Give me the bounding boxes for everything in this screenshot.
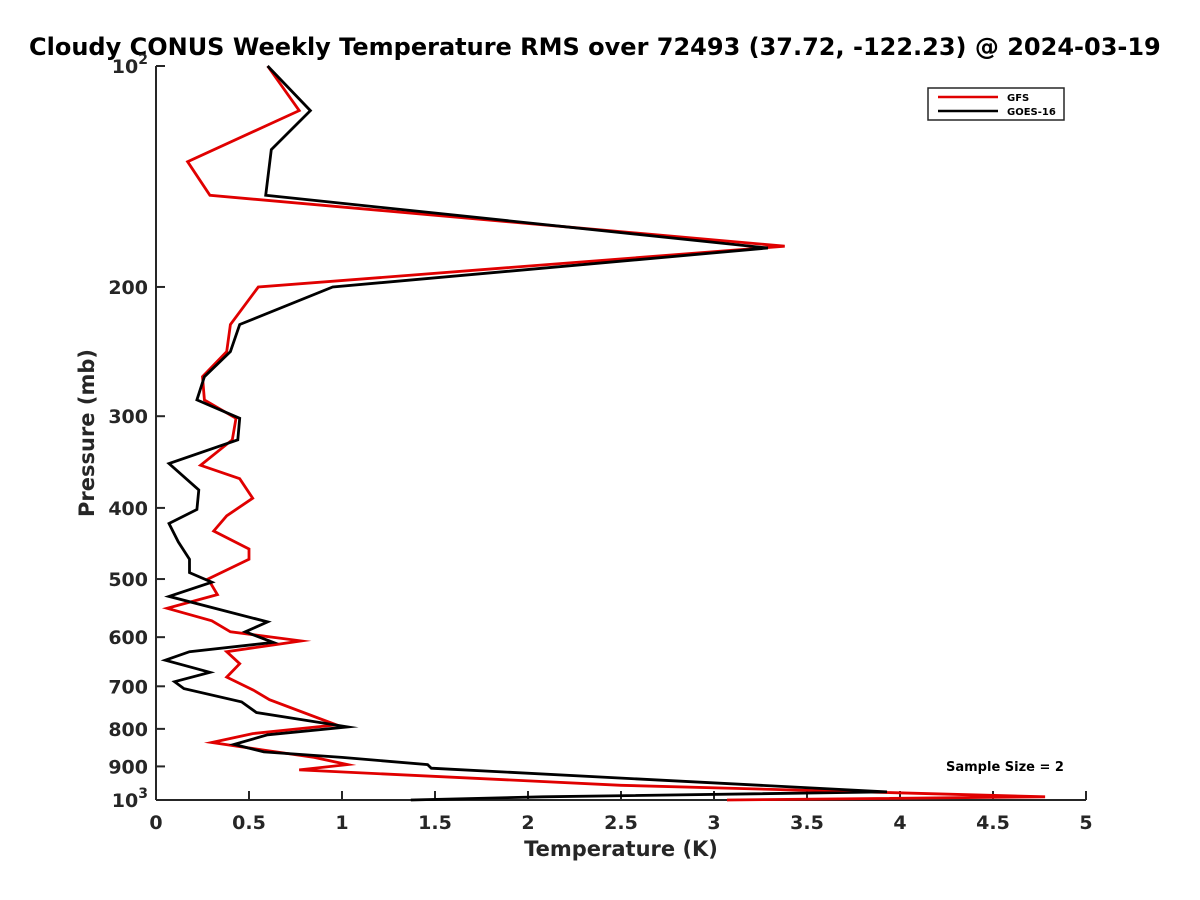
sample-size-annotation: Sample Size = 2 <box>946 760 1064 775</box>
y-tick-label: 800 <box>108 719 148 741</box>
y-tick-label: 400 <box>108 498 148 520</box>
x-tick-label: 2.5 <box>604 812 638 834</box>
x-tick-label: 1 <box>335 812 348 834</box>
legend-label-gfs: GFS <box>1007 93 1029 104</box>
series-line-gfs <box>161 65 1046 802</box>
y-tick-label: 200 <box>108 277 148 299</box>
x-tick-label: 3 <box>707 812 720 834</box>
y-tick-label: 600 <box>108 627 148 649</box>
y-tick-label: 900 <box>108 756 148 778</box>
y-tick-label: 500 <box>108 569 148 591</box>
chart-title: Cloudy CONUS Weekly Temperature RMS over… <box>29 33 1161 61</box>
y-axis-label: Pressure (mb) <box>75 349 99 517</box>
series-layer <box>160 65 1046 802</box>
x-axis-label: Temperature (K) <box>524 837 718 861</box>
x-tick-label: 0.5 <box>232 812 266 834</box>
y-tick-label: 300 <box>108 406 148 428</box>
y-ticks: 102 200 300 400 500 600 700 800 900 103 <box>108 52 165 812</box>
x-tick-label: 0 <box>149 812 162 834</box>
x-tick-label: 4 <box>893 812 906 834</box>
legend-box <box>927 87 1065 121</box>
x-tick-label: 4.5 <box>976 812 1010 834</box>
x-tick-label: 1.5 <box>418 812 452 834</box>
y-tick-label: 700 <box>108 676 148 698</box>
x-ticks: 0 0.5 1 1.5 2 2.5 3 3.5 4 4.5 5 <box>149 791 1093 834</box>
series-line-goes-16 <box>160 65 888 802</box>
y-tick-label: 103 <box>112 786 148 812</box>
y-tick-label: 102 <box>112 52 148 78</box>
x-tick-label: 2 <box>521 812 534 834</box>
legend-label-goes-16: GOES-16 <box>1007 107 1056 118</box>
legend: GFS GOES-16 <box>927 87 1065 121</box>
x-tick-label: 3.5 <box>790 812 824 834</box>
x-tick-label: 5 <box>1079 812 1092 834</box>
